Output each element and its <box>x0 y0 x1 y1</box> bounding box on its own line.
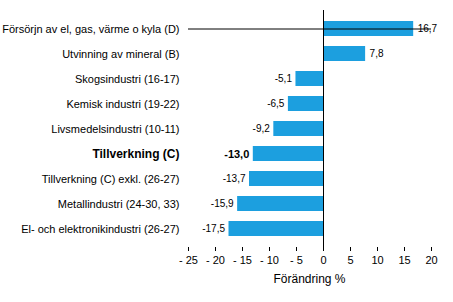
svg-text:- 25: - 25 <box>179 254 198 266</box>
svg-text:-17,5: -17,5 <box>202 223 225 234</box>
svg-text:15: 15 <box>398 254 410 266</box>
svg-text:Tillverkning (C): Tillverkning (C) <box>92 147 179 161</box>
svg-text:-13,7: -13,7 <box>223 173 246 184</box>
html-text:Förändring %: Förändring % <box>273 272 346 286</box>
svg-text:Kemisk industri (19-22): Kemisk industri (19-22) <box>66 98 179 110</box>
svg-text:Tillverkning (C) exkl. (26-27): Tillverkning (C) exkl. (26-27) <box>42 173 180 185</box>
svg-text:0: 0 <box>320 254 326 266</box>
svg-text:- 20: - 20 <box>206 254 225 266</box>
svg-text:El- och elektronikindustri (26: El- och elektronikindustri (26-27) <box>21 223 179 235</box>
svg-text:16,7: 16,7 <box>417 23 438 35</box>
svg-text:- 15: - 15 <box>233 254 252 266</box>
svg-text:Försörjn av el, gas, värme o k: Försörjn av el, gas, värme o kyla (D) <box>2 23 179 35</box>
svg-text:- 5: - 5 <box>290 254 303 266</box>
svg-text:-9,2: -9,2 <box>253 123 271 134</box>
svg-text:-13,0: -13,0 <box>224 148 249 160</box>
svg-text:5: 5 <box>347 254 353 266</box>
svg-text:20: 20 <box>425 254 437 266</box>
svg-text:10: 10 <box>371 254 383 266</box>
svg-text:Metallindustri (24-30, 33): Metallindustri (24-30, 33) <box>58 198 180 210</box>
svg-text:Utvinning av mineral (B): Utvinning av mineral (B) <box>62 48 179 60</box>
svg-text:7,8: 7,8 <box>370 48 384 59</box>
svg-text:-15,9: -15,9 <box>211 198 234 209</box>
svg-text:-5,1: -5,1 <box>275 73 293 84</box>
svg-text:Livsmedelsindustri (10-11): Livsmedelsindustri (10-11) <box>51 123 179 135</box>
svg-text:Skogsindustri (16-17): Skogsindustri (16-17) <box>75 73 180 85</box>
svg-text:- 10: - 10 <box>260 254 279 266</box>
svg-text:-6,5: -6,5 <box>267 98 285 109</box>
